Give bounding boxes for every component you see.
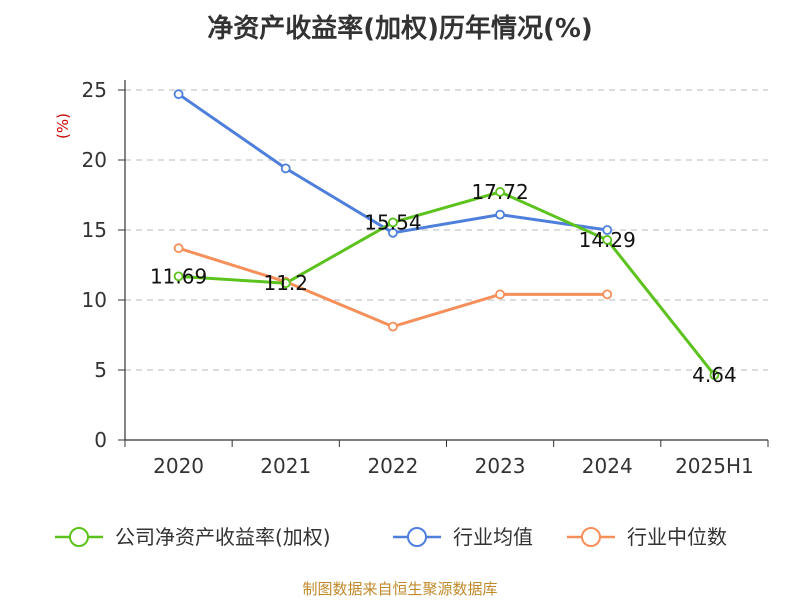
legend: 公司净资产收益率(加权) 行业均值 行业中位数 [55, 525, 727, 549]
data-point [173, 89, 184, 100]
data-point [495, 187, 505, 197]
legend-marker [581, 527, 601, 547]
series-line [178, 190, 716, 376]
legend-marker [69, 527, 89, 547]
legend-marker [407, 527, 427, 547]
data-point [173, 243, 184, 254]
legend-label: 行业中位数 [627, 525, 727, 549]
data-label: 4.64 [692, 363, 737, 387]
x-tick-label: 2020 [153, 454, 204, 478]
data-label: 11.2 [263, 271, 308, 295]
data-point [388, 227, 398, 238]
data-point [280, 163, 291, 174]
series-points [173, 89, 720, 380]
y-tick-label: 15 [82, 218, 107, 242]
data-label: 14.29 [579, 228, 636, 252]
source-note: 制图数据来自恒生聚源数据库 [302, 580, 498, 598]
y-axis-unit: (%) [54, 113, 72, 139]
data-point [495, 289, 505, 300]
legend-label: 行业均值 [453, 525, 533, 549]
x-tick-label: 2025H1 [675, 454, 754, 478]
y-tick-label: 10 [82, 288, 107, 312]
data-point [388, 321, 398, 332]
x-tick-label: 2024 [582, 454, 633, 478]
legend-label: 公司净资产收益率(加权) [115, 525, 331, 549]
data-point [173, 271, 184, 282]
data-labels: 11.69 11.2 15.54 17.72 14.29 4.64 [150, 180, 737, 387]
data-point [388, 217, 398, 228]
x-tick-label: 2021 [260, 454, 311, 478]
x-tick-label: 2023 [475, 454, 526, 478]
axes: 0 5 10 15 20 25 2020 2021 2022 2023 2024 2025H1 [82, 78, 769, 478]
y-tick-label: 5 [94, 358, 107, 382]
data-point [280, 278, 291, 289]
data-label: 11.69 [150, 264, 207, 288]
y-tick-label: 25 [82, 78, 107, 102]
y-tick-label: 20 [82, 148, 107, 172]
data-label: 15.54 [364, 210, 421, 234]
x-tick-label: 2022 [367, 454, 418, 478]
y-tick-label: 0 [94, 428, 107, 452]
data-point [602, 225, 613, 235]
chart-title: 净资产收益率(加权)历年情况(%) [207, 14, 593, 44]
data-point [495, 209, 505, 220]
data-point [602, 235, 613, 245]
data-point [602, 289, 613, 300]
data-label: 17.72 [471, 180, 528, 204]
series-line [178, 246, 608, 329]
grid-lines [125, 89, 768, 371]
data-point [709, 370, 720, 380]
